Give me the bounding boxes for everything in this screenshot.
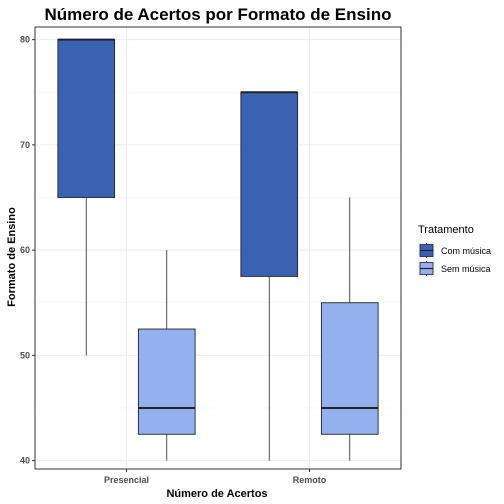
chart-title: Número de Acertos por Formato de Ensino: [45, 5, 392, 24]
x-axis: Presencial Remoto: [104, 469, 327, 485]
box-com-música-remoto: [240, 91, 299, 461]
x-axis-title: Número de Acertos: [166, 488, 267, 500]
legend-label: Sem música: [441, 264, 491, 274]
boxes-layer: [57, 38, 379, 461]
x-tick-label: Presencial: [104, 475, 149, 485]
legend: Tratamento Com música Sem música: [418, 224, 491, 277]
box-iqr: [137, 328, 196, 435]
legend-item-sem-música: Sem música: [418, 260, 491, 277]
box-iqr: [57, 39, 116, 198]
box-iqr: [320, 302, 379, 435]
box-iqr: [240, 91, 299, 277]
box-sem-música-remoto: [320, 197, 379, 461]
legend-title: Tratamento: [418, 224, 474, 236]
x-tick-label: Remoto: [293, 475, 327, 485]
legend-item-com-música: Com música: [418, 242, 491, 259]
legend-items: Com música Sem música: [418, 242, 491, 277]
y-tick-label: 80: [20, 35, 30, 45]
panel-border: [34, 26, 402, 470]
plot-panel: [34, 26, 402, 470]
box-com-música-presencial: [57, 38, 116, 356]
box-sem-música-presencial: [137, 250, 196, 461]
y-axis-title: Formato de Ensino: [6, 207, 18, 307]
y-axis: 40 50 60 70 80: [20, 35, 35, 466]
y-tick-label: 60: [20, 245, 30, 255]
y-tick-label: 70: [20, 140, 30, 150]
y-tick-label: 40: [20, 456, 30, 466]
legend-label: Com música: [441, 246, 491, 256]
y-tick-label: 50: [20, 350, 30, 360]
